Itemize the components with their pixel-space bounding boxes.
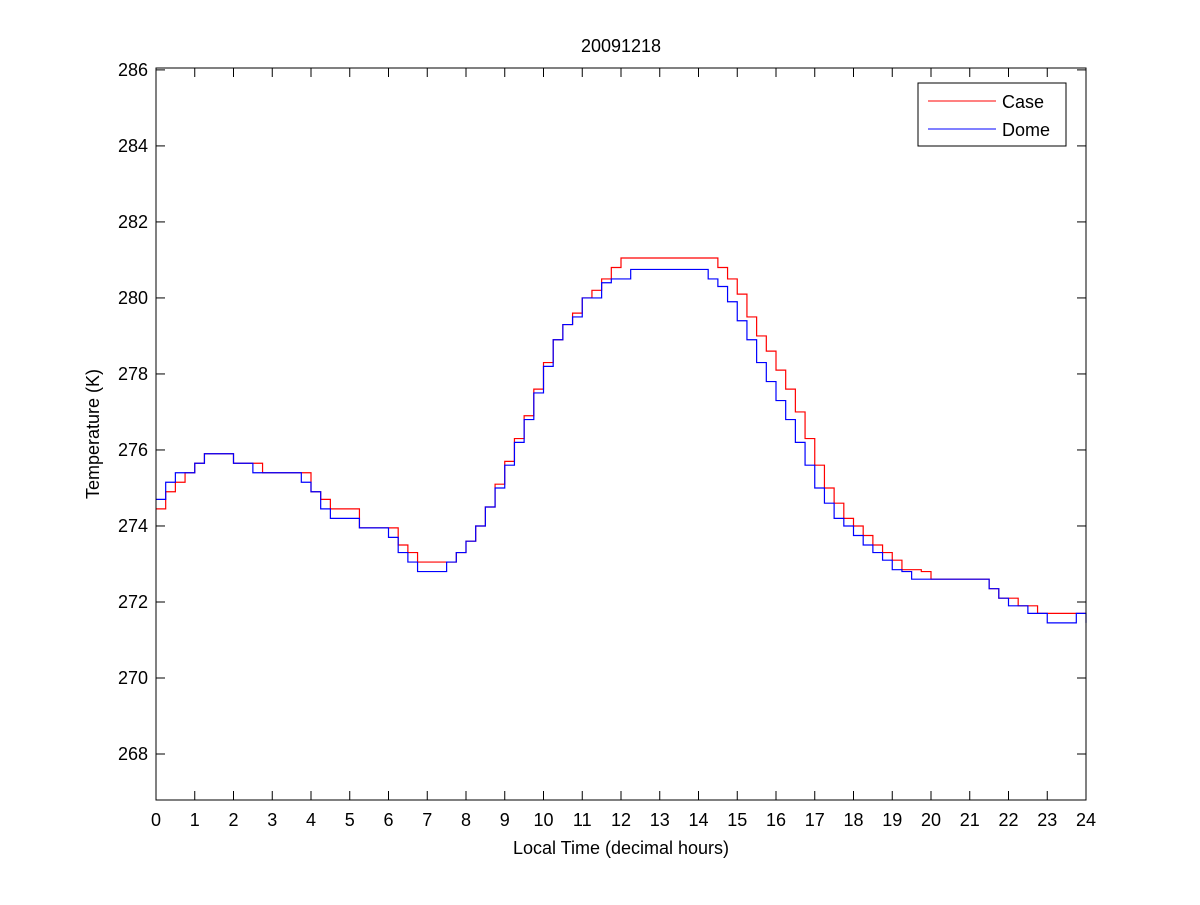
y-tick-label: 286 [118,60,148,80]
y-axis-label: Temperature (K) [83,369,103,499]
x-tick-label: 24 [1076,810,1096,830]
y-tick-label: 274 [118,516,148,536]
series-layer [156,257,1087,624]
x-axis-label: Local Time (decimal hours) [513,838,729,858]
x-tick-label: 3 [267,810,277,830]
x-tick-label: 11 [573,810,592,830]
x-tick-label: 20 [921,810,941,830]
x-tick-label: 13 [650,810,670,830]
x-tick-label: 8 [461,810,471,830]
tick-layer: 0 1 2 3 4 5 6 7 8 9 10 11 12 13 14 15 16 17 18 19 20 21 22 23 24… [118,60,1096,830]
legend-label-case: Case [1002,92,1044,112]
x-tick-label: 21 [960,810,980,830]
x-tick-label: 18 [843,810,863,830]
x-tick-label: 5 [345,810,355,830]
x-tick-label: 4 [306,810,316,830]
y-tick-label: 284 [118,136,148,156]
x-tick-label: 6 [383,810,393,830]
y-tick-label: 278 [118,364,148,384]
x-tick-label: 7 [422,810,432,830]
y-tick-label: 282 [118,212,148,232]
x-tick-label: 16 [766,810,786,830]
x-tick-label: 12 [611,810,631,830]
chart-title: 20091218 [581,36,661,56]
plot-area-frame [155,67,1087,801]
legend: Case Dome [917,82,1067,147]
x-tick-label: 22 [998,810,1018,830]
y-tick-label: 270 [118,668,148,688]
x-tick-label: 0 [151,810,161,830]
y-tick-label: 268 [118,744,148,764]
x-tick-label: 9 [500,810,510,830]
x-tick-label: 10 [533,810,553,830]
legend-label-dome: Dome [1002,120,1050,140]
legend-box [917,82,1067,147]
y-tick-label: 272 [118,592,148,612]
x-tick-label: 2 [228,810,238,830]
y-tick-label: 280 [118,288,148,308]
x-tick-label: 19 [882,810,902,830]
x-tick-label: 23 [1037,810,1057,830]
y-tick-label: 276 [118,440,148,460]
x-tick-label: 1 [190,810,200,830]
x-tick-label: 15 [727,810,747,830]
x-tick-label: 14 [688,810,708,830]
x-tick-label: 17 [805,810,825,830]
series-line-dome [156,268,1087,624]
